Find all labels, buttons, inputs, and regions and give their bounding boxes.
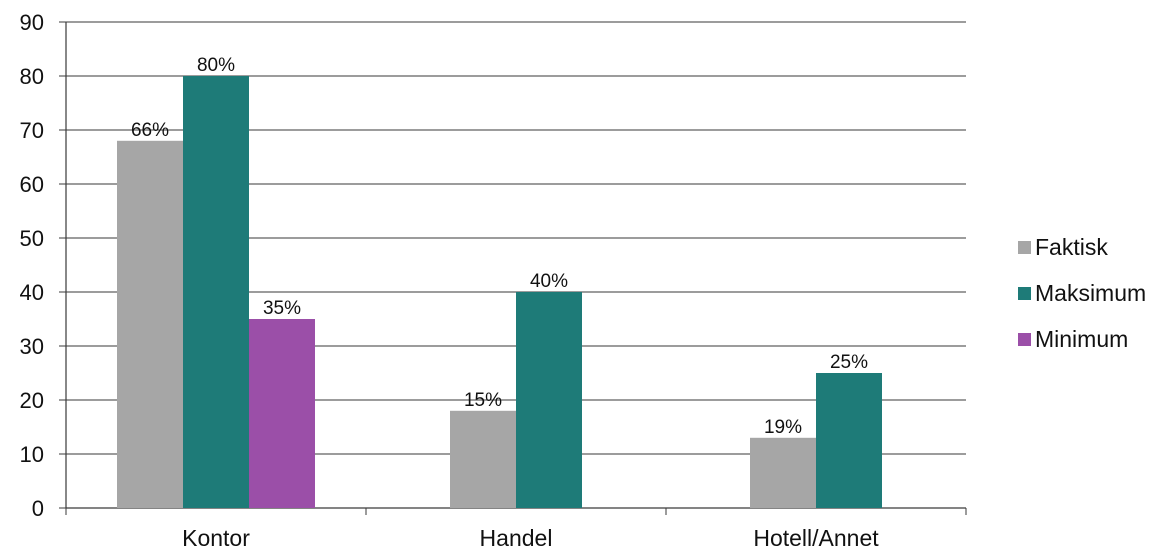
legend-item-faktisk: Faktisk bbox=[1018, 224, 1146, 270]
y-tick-label-10: 10 bbox=[20, 442, 44, 467]
data-label-maksimum-1: 40% bbox=[530, 271, 568, 292]
bar-maksimum-1 bbox=[516, 292, 582, 508]
bar-faktisk-2 bbox=[750, 437, 816, 508]
y-tick-label-60: 60 bbox=[20, 172, 44, 197]
y-tick-label-30: 30 bbox=[20, 334, 44, 359]
bar-faktisk-0 bbox=[117, 140, 183, 509]
y-tick-label-20: 20 bbox=[20, 388, 44, 413]
y-tick-label-90: 90 bbox=[20, 10, 44, 35]
y-tick-label-50: 50 bbox=[20, 226, 44, 251]
legend-swatch-minimum bbox=[1018, 332, 1031, 346]
legend-label-minimum: Minimum bbox=[1035, 325, 1129, 352]
legend-label-maksimum: Maksimum bbox=[1035, 279, 1147, 306]
bar-faktisk-1 bbox=[450, 410, 516, 508]
category-label-2: Hotell/Annet bbox=[753, 525, 879, 551]
legend-swatch-maksimum bbox=[1018, 286, 1031, 300]
bar-maksimum-0 bbox=[183, 76, 249, 508]
data-label-faktisk-2: 19% bbox=[764, 417, 802, 438]
y-tick-label-40: 40 bbox=[20, 280, 44, 305]
legend: Faktisk Maksimum Minimum bbox=[1018, 224, 1146, 362]
bar-minimum-0 bbox=[249, 319, 315, 508]
bar-maksimum-2 bbox=[816, 373, 882, 508]
y-tick-label-0: 0 bbox=[32, 496, 44, 521]
data-labels: 66% 80% 35% 15% 40% 19% 25% bbox=[131, 55, 868, 438]
bars bbox=[117, 76, 882, 509]
data-label-maksimum-0: 80% bbox=[197, 55, 235, 76]
y-tick-label-80: 80 bbox=[20, 64, 44, 89]
data-label-maksimum-2: 25% bbox=[830, 352, 868, 373]
legend-item-maksimum: Maksimum bbox=[1018, 270, 1146, 316]
legend-label-faktisk: Faktisk bbox=[1035, 233, 1108, 260]
y-tick-label-70: 70 bbox=[20, 118, 44, 143]
legend-item-minimum: Minimum bbox=[1018, 316, 1146, 362]
category-label-0: Kontor bbox=[182, 525, 250, 551]
data-label-minimum-0: 35% bbox=[263, 298, 301, 319]
data-label-faktisk-0: 66% bbox=[131, 120, 169, 141]
legend-swatch-faktisk bbox=[1018, 240, 1031, 254]
data-label-faktisk-1: 15% bbox=[464, 390, 502, 411]
category-label-1: Handel bbox=[480, 525, 553, 551]
